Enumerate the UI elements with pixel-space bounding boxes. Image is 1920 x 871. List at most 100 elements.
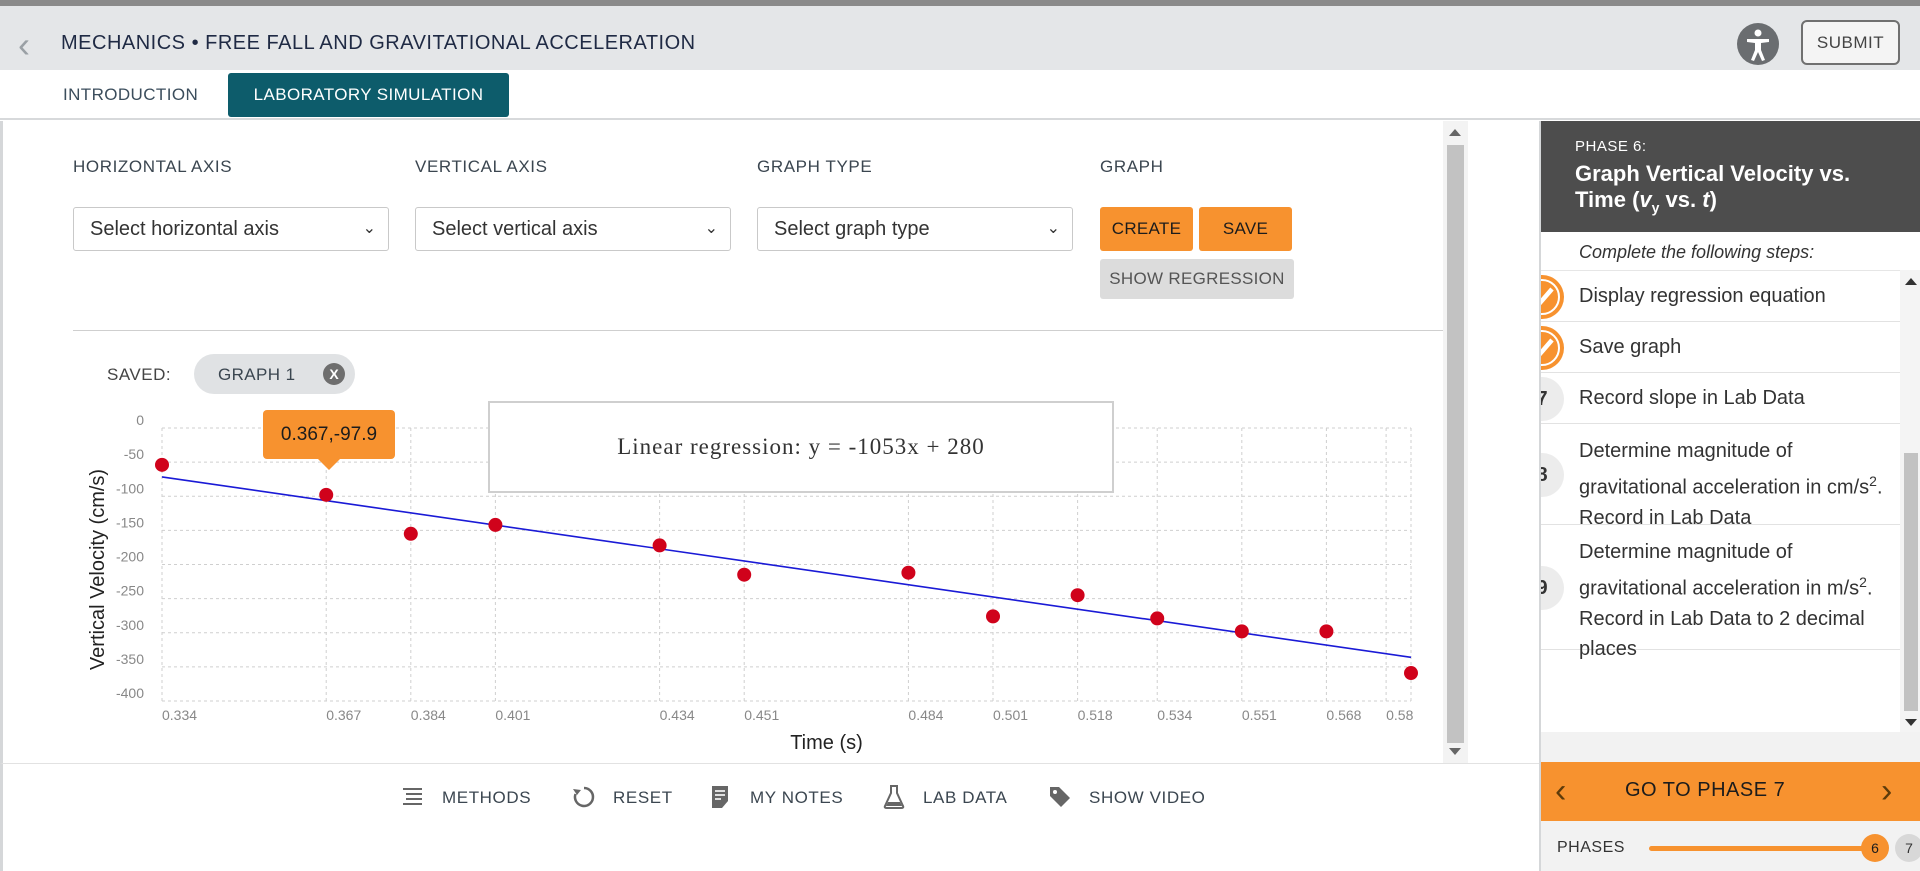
scroll-down-icon[interactable]: [1449, 748, 1461, 755]
step-item: 9 Determine magnitude of gravitational ac…: [1541, 525, 1900, 660]
methods-label: METHODS: [442, 788, 532, 807]
simulation-panel: HORIZONTAL AXIS VERTICAL AXIS GRAPH TYPE…: [0, 121, 1468, 763]
scrollbar-thumb[interactable]: [1447, 145, 1464, 743]
data-point: [403, 526, 418, 541]
step-item: Save graph: [1541, 322, 1900, 373]
main-scrollbar[interactable]: [1443, 121, 1468, 763]
steps-list: Display regression equation Save graph 7 Re…: [1541, 270, 1900, 732]
step-text: Display regression equation: [1579, 285, 1826, 307]
x-tick-label: 0.568: [1326, 707, 1361, 723]
reset-label: RESET: [613, 788, 673, 807]
x-tick-label: 0.401: [495, 707, 530, 723]
phases-label: PHASES: [1557, 839, 1625, 856]
vertical-axis-select[interactable]: Select vertical axis ⌄: [415, 207, 731, 251]
y-tick-label: -300: [116, 617, 144, 633]
checkmark-icon: [1541, 325, 1564, 370]
graph-type-value: Select graph type: [774, 218, 930, 240]
chevron-right-icon[interactable]: ›: [1881, 772, 1893, 810]
y-tick-label: -250: [116, 583, 144, 599]
section-divider: [73, 330, 1445, 331]
y-tick-label: -350: [116, 651, 144, 667]
tag-icon: [1050, 787, 1070, 807]
scrollbar-thumb[interactable]: [1904, 453, 1918, 711]
step-text: Determine magnitude of gravitational acc…: [1579, 440, 1883, 529]
step-item: 8 Determine magnitude of gravitational ac…: [1541, 424, 1900, 529]
data-point: [901, 565, 916, 580]
vertical-axis-value: Select vertical axis: [432, 218, 598, 240]
regression-equation-box: Linear regression: y = -1053x + 280: [488, 401, 1114, 493]
create-button[interactable]: CREATE: [1100, 207, 1193, 251]
phase-dot-current[interactable]: 6: [1861, 834, 1889, 862]
phase-title: Graph Vertical Velocity vs. Time (vy vs.…: [1575, 161, 1851, 216]
graph-type-select[interactable]: Select graph type ⌄: [757, 207, 1073, 251]
go-to-phase-label: GO TO PHASE 7: [1625, 779, 1786, 801]
notes-icon: [712, 786, 728, 808]
x-tick-label: 0.367: [326, 707, 361, 723]
data-point: [737, 567, 752, 582]
scroll-up-icon[interactable]: [1905, 278, 1917, 285]
bottom-toolbar: METHODS RESET MY NOTES LAB DATA SHOW VID…: [0, 763, 1540, 871]
data-point: [1404, 666, 1418, 681]
tab-introduction[interactable]: INTRODUCTION: [63, 85, 199, 104]
accessibility-icon[interactable]: [1737, 23, 1779, 65]
chevron-down-icon: ⌄: [704, 220, 718, 237]
data-point: [319, 487, 334, 502]
steps-scrollbar[interactable]: [1900, 270, 1920, 732]
tab-bar: INTRODUCTION LABORATORY SIMULATION: [0, 70, 1920, 120]
step-text: Determine magnitude of gravitational acc…: [1579, 541, 1873, 660]
x-tick-label: 0.534: [1157, 707, 1192, 723]
y-tick-label: 0: [136, 412, 144, 428]
go-to-next-phase-button[interactable]: ‹ GO TO PHASE 7 ›: [1541, 762, 1920, 821]
save-button[interactable]: SAVE: [1199, 207, 1292, 251]
x-tick-label: 0.334: [162, 707, 197, 723]
step-number-badge: 7: [1541, 376, 1564, 421]
methods-icon: [403, 788, 422, 805]
phase-dot-next[interactable]: 7: [1895, 834, 1920, 862]
saved-graph-name: GRAPH 1: [218, 365, 296, 384]
x-tick-label: 0.518: [1078, 707, 1113, 723]
back-chevron-icon[interactable]: ‹: [18, 24, 30, 65]
step-number-badge: 9: [1541, 565, 1564, 610]
phase-header: PHASE 6: Graph Vertical Velocity vs. Tim…: [1541, 121, 1920, 232]
data-point: [1234, 624, 1249, 639]
step-item: Display regression equation: [1541, 271, 1900, 322]
phase-number: PHASE 6:: [1575, 138, 1647, 155]
close-icon[interactable]: X: [323, 363, 345, 385]
tab-laboratory-simulation[interactable]: LABORATORY SIMULATION: [228, 73, 509, 117]
horizontal-axis-value: Select horizontal axis: [90, 218, 279, 240]
horizontal-axis-select[interactable]: Select horizontal axis ⌄: [73, 207, 389, 251]
x-tick-label: 0.434: [660, 707, 695, 723]
step-text: Record slope in Lab Data: [1579, 387, 1805, 409]
y-tick-label: -150: [116, 514, 144, 530]
x-tick-label: 0.451: [744, 707, 779, 723]
steps-instruction: Complete the following steps:: [1579, 242, 1815, 262]
flask-icon: [883, 785, 905, 809]
x-tick-label: 0.484: [908, 707, 943, 723]
scroll-up-icon[interactable]: [1449, 129, 1461, 136]
scroll-down-icon[interactable]: [1905, 719, 1917, 726]
accessibility-figure: [1747, 29, 1769, 61]
chevron-down-icon: ⌄: [1046, 220, 1060, 237]
instructions-panel: PHASE 6: Graph Vertical Velocity vs. Tim…: [1539, 121, 1920, 871]
y-tick-label: -400: [116, 685, 144, 701]
regression-line: [161, 476, 1412, 659]
phases-progress-track: [1649, 846, 1873, 851]
vertical-axis-label: VERTICAL AXIS: [415, 157, 548, 176]
graph-label: GRAPH: [1100, 157, 1164, 176]
data-point: [1070, 588, 1085, 603]
x-tick-label: 0.384: [411, 707, 446, 723]
step-item: 7 Record slope in Lab Data: [1541, 373, 1900, 424]
step-text: Save graph: [1579, 336, 1682, 358]
y-tick-label: -50: [124, 446, 144, 462]
checkmark-icon: [1541, 274, 1564, 319]
submit-button[interactable]: SUBMIT: [1801, 20, 1900, 65]
y-axis-title: Vertical Velocity (cm/s): [87, 469, 109, 670]
x-tick-label: 0.501: [993, 707, 1028, 723]
show-video-label: SHOW VIDEO: [1089, 788, 1206, 807]
step-number-badge: 8: [1541, 452, 1564, 497]
data-point: [155, 457, 169, 472]
x-tick-label: 0.58: [1386, 707, 1413, 723]
chevron-left-icon[interactable]: ‹: [1555, 772, 1567, 810]
show-regression-button[interactable]: SHOW REGRESSION: [1100, 259, 1294, 299]
saved-graph-chip[interactable]: GRAPH 1 X: [194, 354, 355, 394]
